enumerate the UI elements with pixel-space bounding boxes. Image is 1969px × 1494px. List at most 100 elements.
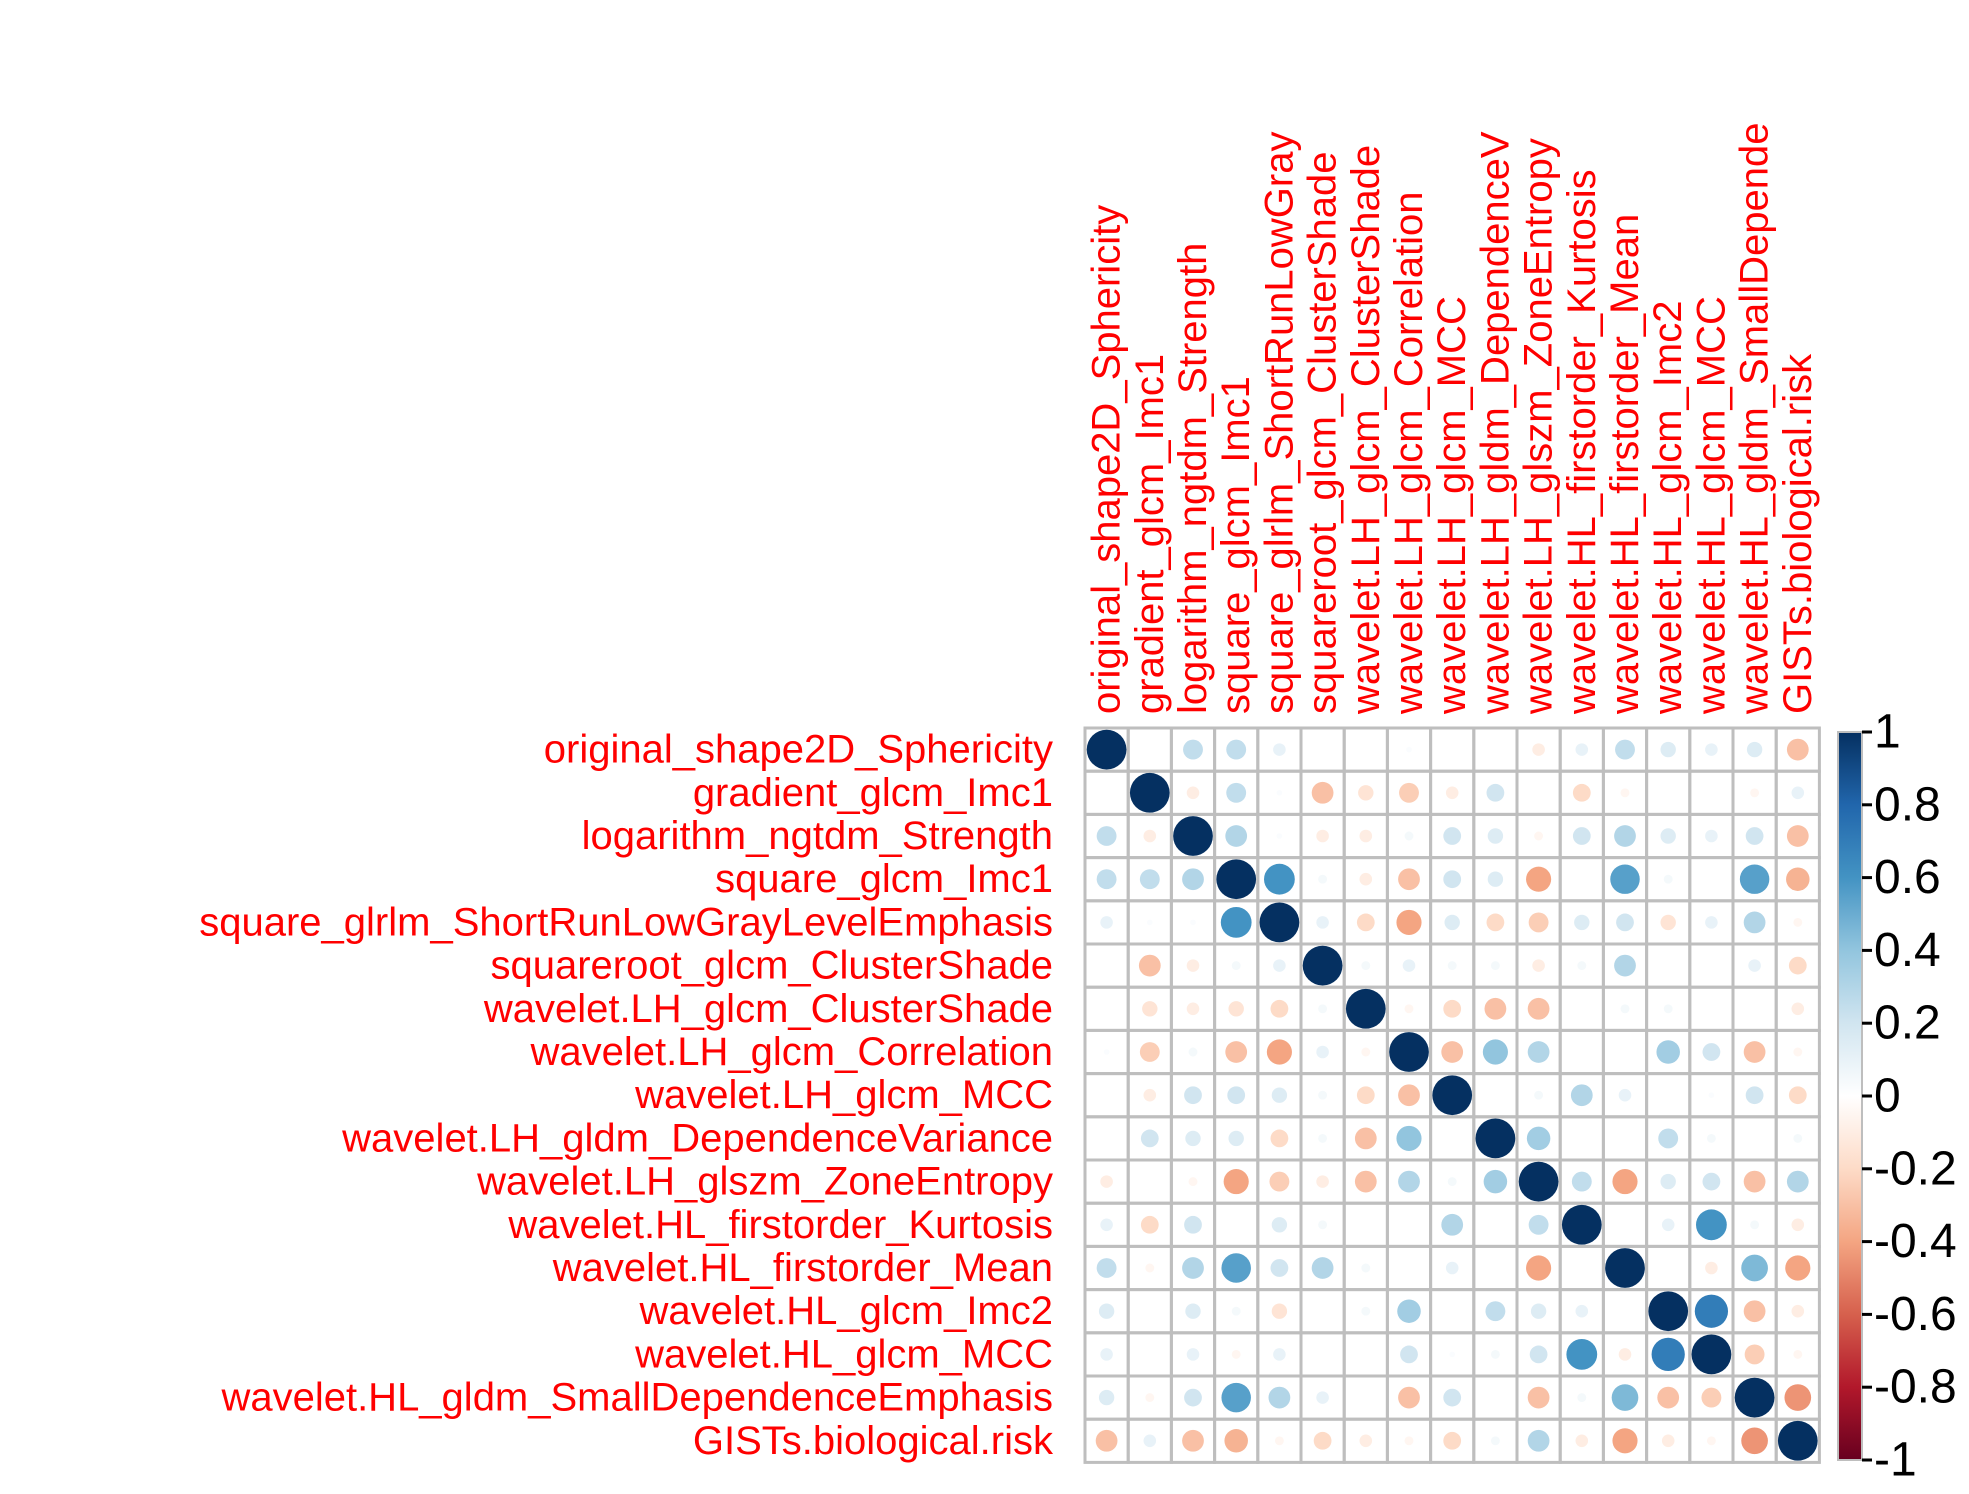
grid-cell (1472, 1374, 1519, 1421)
correlation-circle (1231, 1349, 1241, 1359)
grid-cell (1429, 1115, 1476, 1162)
correlation-circle (1788, 1086, 1807, 1105)
correlation-circle (1356, 1086, 1375, 1105)
correlation-circle (1398, 1084, 1420, 1107)
correlation-circle (1572, 827, 1591, 845)
correlation-circle (1575, 1304, 1589, 1318)
correlation-circle (1184, 1215, 1202, 1234)
correlation-circle (1216, 859, 1257, 900)
row-label: squareroot_glcm_ClusterShade (490, 944, 1053, 988)
correlation-circle (1184, 1388, 1202, 1407)
grid-cell (1299, 726, 1346, 773)
correlation-circle (1270, 999, 1289, 1018)
correlation-circle (1572, 783, 1591, 802)
row-label: GISTs.biological.risk (693, 1419, 1054, 1463)
correlation-circle (1793, 1133, 1803, 1143)
correlation-circle (1577, 961, 1587, 971)
correlation-circle (1786, 867, 1810, 891)
correlation-circle (1445, 786, 1459, 800)
correlation-circle (1145, 1263, 1155, 1273)
grid-cell (1472, 726, 1519, 773)
row-label: wavelet.LH_glcm_Correlation (530, 1030, 1053, 1074)
row-label: wavelet.HL_firstorder_Kurtosis (507, 1203, 1053, 1247)
correlation-circle (1443, 1431, 1462, 1450)
correlation-circle (1570, 1084, 1593, 1107)
correlation-circle (1614, 954, 1636, 977)
correlation-circle (1138, 954, 1161, 977)
grid-cell (1083, 942, 1130, 989)
correlation-circle (1225, 1041, 1248, 1063)
correlation-circle (1487, 828, 1504, 844)
grid-cell (1429, 1288, 1476, 1335)
row-label: square_glrlm_ShortRunLowGrayLevelEmphasi… (199, 900, 1053, 944)
correlation-circle (1361, 1047, 1371, 1057)
correlation-circle (1146, 919, 1153, 926)
correlation-circle (1361, 1263, 1371, 1273)
correlation-circle (1660, 1173, 1676, 1190)
column-label: wavelet.HL_glcm_MCC (1689, 296, 1733, 715)
correlation-circle (1226, 739, 1247, 760)
correlation-circle (1313, 1431, 1332, 1450)
correlation-circle (1398, 1386, 1420, 1409)
correlation-circle (1143, 829, 1157, 843)
grid-cell (1558, 1115, 1605, 1162)
correlation-circle (1184, 1086, 1202, 1105)
column-label: wavelet.LH_glcm_ClusterShade (1344, 145, 1388, 715)
correlation-circle (1318, 1090, 1328, 1100)
correlation-circle (1791, 1002, 1805, 1016)
correlation-circle (1741, 1254, 1768, 1282)
grid-cell (1774, 1417, 1821, 1464)
correlation-circle (1663, 1004, 1673, 1014)
correlation-circle (1743, 1300, 1766, 1323)
grid-cell (1126, 1158, 1173, 1205)
correlation-circle (1528, 1214, 1549, 1235)
correlation-circle (1086, 729, 1127, 770)
correlation-circle (1658, 1128, 1679, 1149)
correlation-circle (1270, 1129, 1289, 1148)
correlation-circle (1188, 1047, 1198, 1057)
grid-cell (1731, 985, 1778, 1032)
grid-cell (1472, 1201, 1519, 1248)
correlation-circle (1432, 1075, 1473, 1116)
colorbar-tick-label: -0.2 (1874, 1142, 1957, 1195)
correlation-circle (1490, 961, 1500, 971)
correlation-circle (1359, 829, 1373, 843)
correlation-circle (1705, 829, 1718, 843)
grid-cell (1472, 1072, 1519, 1119)
matrix-cells (1086, 729, 1818, 1461)
row-label: original_shape2D_Sphericity (544, 728, 1053, 772)
row-label: wavelet.LH_glcm_MCC (634, 1073, 1053, 1117)
correlation-circle (1706, 1133, 1716, 1143)
correlation-circle (1484, 997, 1507, 1020)
grid-cell (1083, 1115, 1130, 1162)
correlation-circle (1100, 1348, 1113, 1361)
correlation-circle (1566, 1339, 1598, 1370)
grid-cell (1645, 942, 1692, 989)
correlation-circle (1791, 1218, 1805, 1232)
correlation-circle (1615, 739, 1635, 760)
row-label: logarithm_ngtdm_Strength (582, 814, 1053, 858)
correlation-circle (1190, 919, 1196, 926)
grid-cell (1083, 985, 1130, 1032)
grid-cell (1342, 1331, 1389, 1378)
correlation-circle (1788, 956, 1807, 975)
grid-cell (1126, 726, 1173, 773)
correlation-circle (1358, 785, 1374, 801)
correlation-circle (1182, 868, 1204, 891)
correlation-circle (1402, 959, 1416, 972)
correlation-circle (1095, 1429, 1118, 1452)
correlation-circle (1561, 1204, 1602, 1245)
correlation-circle (1648, 1291, 1689, 1332)
correlation-circle (1139, 1042, 1160, 1062)
correlation-circle (1447, 961, 1457, 971)
correlation-circle (1605, 1248, 1645, 1288)
grid-cell (1213, 1201, 1260, 1248)
correlation-circle (1526, 866, 1552, 892)
correlation-circle (1098, 1303, 1115, 1319)
correlation-circle (1527, 1041, 1550, 1063)
correlation-circle (1744, 1344, 1765, 1365)
colorbar: 1 0.8 0.6 0.4 0.2 0 -0.2 -0.4 -0.6 -0.8 -1 (1837, 706, 1957, 1487)
correlation-circle (1445, 1261, 1459, 1275)
grid-cell (1688, 769, 1735, 816)
correlation-circle (1318, 1004, 1328, 1014)
